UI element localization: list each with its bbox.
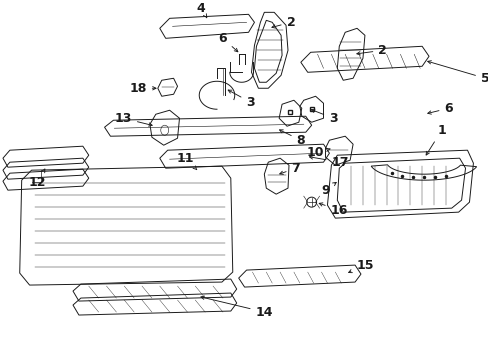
Text: 15: 15 xyxy=(348,258,373,273)
Text: 12: 12 xyxy=(29,169,46,189)
Text: 1: 1 xyxy=(425,124,446,155)
Text: 3: 3 xyxy=(228,90,254,109)
Text: 13: 13 xyxy=(114,112,152,126)
Text: 5: 5 xyxy=(427,61,488,85)
Text: 3: 3 xyxy=(311,109,337,125)
Text: 8: 8 xyxy=(279,130,305,147)
Text: 9: 9 xyxy=(321,183,336,197)
Text: 16: 16 xyxy=(319,203,347,217)
Text: 4: 4 xyxy=(197,2,206,18)
Text: 11: 11 xyxy=(176,152,196,170)
Text: 6: 6 xyxy=(427,102,452,115)
Text: 7: 7 xyxy=(279,162,300,175)
Text: 14: 14 xyxy=(201,296,272,319)
Text: 2: 2 xyxy=(271,16,295,29)
Text: 2: 2 xyxy=(356,44,386,57)
Text: 18: 18 xyxy=(129,82,156,95)
Text: 6: 6 xyxy=(218,32,237,52)
Text: 10: 10 xyxy=(306,146,329,159)
Text: 17: 17 xyxy=(309,156,348,169)
